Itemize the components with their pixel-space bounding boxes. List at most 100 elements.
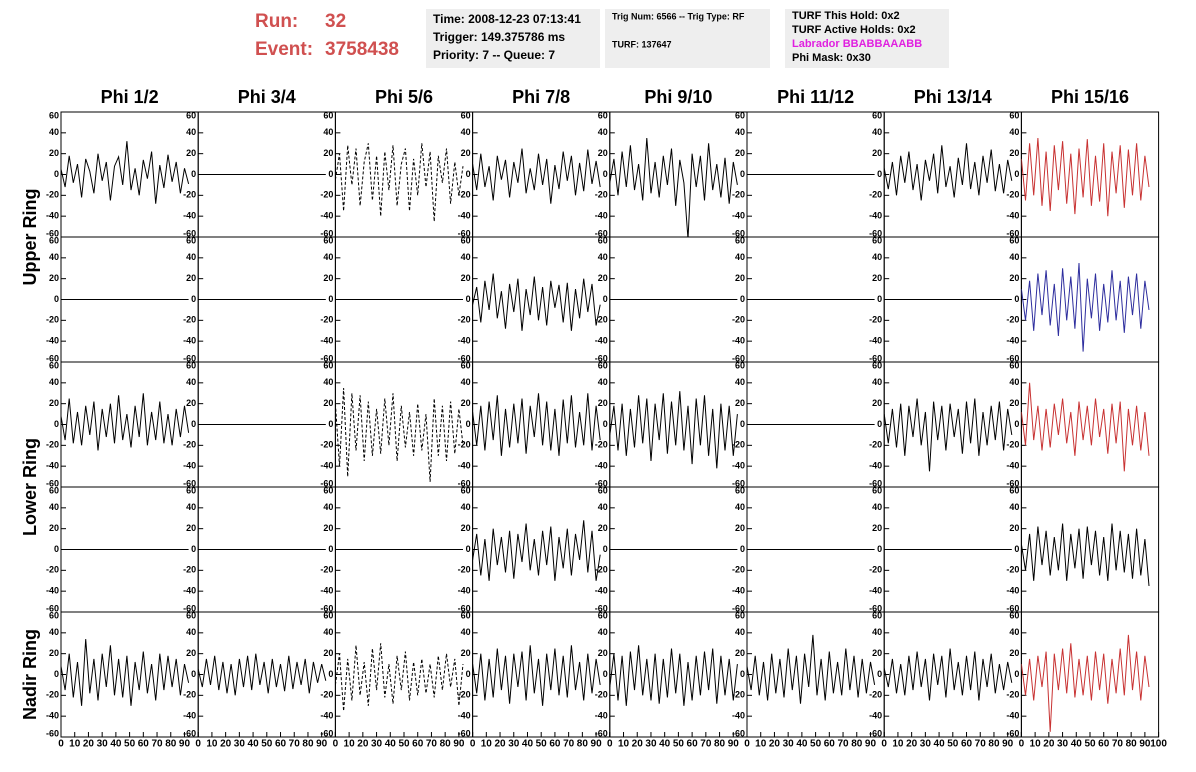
y-tick-label: 20 — [1009, 273, 1019, 283]
y-tick-label: 60 — [598, 235, 608, 245]
column-title: Phi 11/12 — [777, 87, 854, 107]
y-tick-label: 20 — [872, 523, 882, 533]
y-tick-label: 60 — [1009, 360, 1019, 370]
y-tick-label: 20 — [735, 398, 745, 408]
x-tick-label: 20 — [83, 739, 95, 750]
y-tick-label: 40 — [735, 377, 745, 387]
y-tick-label: 40 — [872, 252, 882, 262]
x-tick-label: 0 — [881, 739, 887, 750]
y-tick-label: 40 — [323, 252, 333, 262]
y-tick-label: 0 — [191, 419, 196, 429]
x-tick-label: 50 — [947, 739, 959, 750]
y-tick-label: -40 — [869, 711, 882, 721]
x-tick-label: 60 — [1098, 739, 1110, 750]
waveform — [335, 143, 464, 222]
y-tick-label: 40 — [186, 502, 196, 512]
y-tick-label: 40 — [49, 127, 59, 137]
y-tick-label: 60 — [49, 360, 59, 370]
y-tick-label: 60 — [461, 110, 471, 120]
x-tick-label: 90 — [179, 739, 191, 750]
x-tick-label: 80 — [714, 739, 726, 750]
y-tick-label: 60 — [735, 610, 745, 620]
panel-frame — [1020, 236, 1160, 363]
y-tick-label: 60 — [461, 360, 471, 370]
waveform — [472, 393, 601, 456]
y-tick-label: -20 — [732, 440, 745, 450]
y-tick-label: -20 — [732, 315, 745, 325]
y-tick-label: 60 — [49, 235, 59, 245]
y-tick-label: -60 — [183, 353, 196, 363]
y-tick-label: 60 — [598, 610, 608, 620]
y-tick-label: -20 — [183, 690, 196, 700]
y-tick-label: -60 — [869, 478, 882, 488]
x-tick-label: 80 — [577, 739, 589, 750]
y-tick-label: -40 — [732, 336, 745, 346]
x-tick-label: 90 — [1002, 739, 1014, 750]
y-tick-label: 20 — [461, 648, 471, 658]
y-tick-label: -20 — [595, 440, 608, 450]
x-tick-label: 20 — [1043, 739, 1055, 750]
x-tick-label: 80 — [165, 739, 177, 750]
y-tick-label: 20 — [461, 148, 471, 158]
panel-frame — [609, 361, 748, 488]
y-tick-label: -40 — [183, 336, 196, 346]
x-tick-label: 60 — [549, 739, 561, 750]
y-tick-label: 60 — [1009, 235, 1019, 245]
y-tick-label: -60 — [46, 478, 59, 488]
y-tick-label: -40 — [732, 461, 745, 471]
y-tick-label: 60 — [872, 235, 882, 245]
y-tick-label: 20 — [323, 523, 333, 533]
y-tick-label: 60 — [1009, 610, 1019, 620]
turf-box — [785, 9, 949, 68]
trigger: Trigger: 149.375786 ms — [433, 30, 565, 44]
y-tick-label: -20 — [869, 315, 882, 325]
y-tick-label: 20 — [872, 398, 882, 408]
column-title: Phi 5/6 — [375, 87, 433, 107]
y-tick-label: -60 — [46, 353, 59, 363]
y-tick-label: -20 — [595, 565, 608, 575]
x-tick-label: 70 — [1112, 739, 1124, 750]
y-tick-label: 40 — [461, 627, 471, 637]
y-tick-label: -40 — [183, 211, 196, 221]
y-tick-label: 0 — [54, 544, 59, 554]
waveform — [1021, 382, 1150, 472]
y-tick-label: -60 — [595, 353, 608, 363]
x-tick-label: 40 — [110, 739, 122, 750]
x-tick-label: 50 — [398, 739, 410, 750]
y-tick-label: 0 — [191, 669, 196, 679]
y-tick-label: 40 — [323, 377, 333, 387]
y-tick-label: 0 — [740, 294, 745, 304]
y-tick-label: -20 — [183, 440, 196, 450]
y-tick-label: 20 — [186, 398, 196, 408]
y-tick-label: 60 — [323, 610, 333, 620]
y-tick-label: 20 — [49, 523, 59, 533]
y-tick-label: 40 — [186, 377, 196, 387]
phi-mask: Phi Mask: 0x30 — [792, 52, 871, 64]
priority: Priority: 7 -- Queue: 7 — [433, 48, 555, 62]
y-tick-label: 20 — [735, 148, 745, 158]
y-tick-label: 20 — [49, 398, 59, 408]
y-tick-label: 20 — [598, 648, 608, 658]
y-tick-label: 0 — [740, 419, 745, 429]
y-tick-label: 20 — [598, 148, 608, 158]
y-tick-label: 60 — [1009, 485, 1019, 495]
y-tick-label: 60 — [598, 110, 608, 120]
y-tick-label: 20 — [323, 398, 333, 408]
y-tick-label: 20 — [186, 148, 196, 158]
y-tick-label: 0 — [1014, 169, 1019, 179]
y-tick-label: -40 — [595, 461, 608, 471]
y-tick-label: 0 — [877, 419, 882, 429]
y-tick-label: -40 — [320, 461, 333, 471]
y-tick-label: -20 — [183, 190, 196, 200]
x-tick-label: 70 — [700, 739, 712, 750]
y-tick-label: 40 — [1009, 127, 1019, 137]
y-tick-label: 0 — [54, 294, 59, 304]
y-tick-label: 60 — [186, 485, 196, 495]
waveform — [472, 645, 601, 706]
y-tick-label: -40 — [320, 211, 333, 221]
x-tick-label: 40 — [934, 739, 946, 750]
x-tick-label: 10 — [755, 739, 767, 750]
y-tick-label: -60 — [458, 228, 471, 238]
y-tick-label: -20 — [458, 315, 471, 325]
